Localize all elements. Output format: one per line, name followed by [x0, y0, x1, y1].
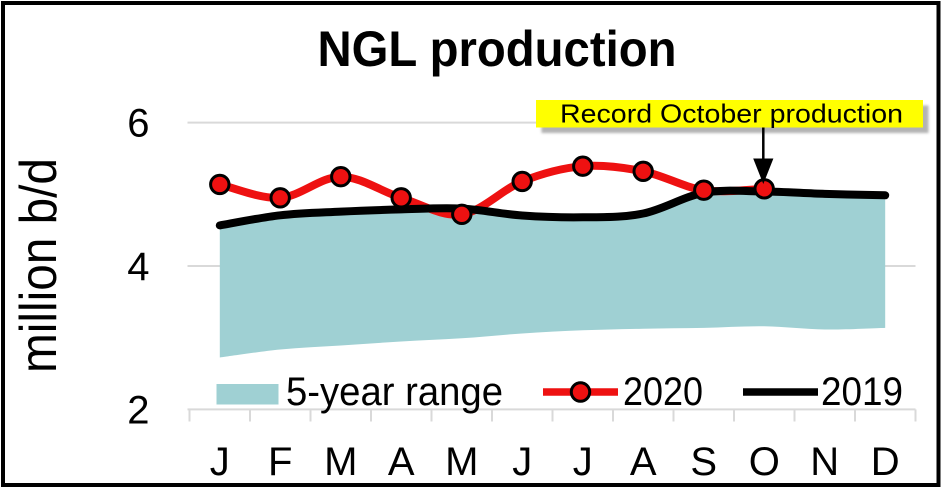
- svg-text:M: M: [324, 440, 357, 484]
- svg-text:million b/d: million b/d: [10, 158, 68, 373]
- svg-text:6: 6: [127, 102, 149, 146]
- svg-text:O: O: [749, 440, 780, 484]
- svg-text:J: J: [573, 440, 593, 484]
- svg-text:2: 2: [127, 388, 149, 432]
- svg-text:4: 4: [127, 245, 149, 289]
- svg-text:5-year range: 5-year range: [286, 370, 503, 414]
- svg-text:F: F: [268, 440, 292, 484]
- svg-text:Record October production: Record October production: [560, 99, 903, 129]
- svg-text:S: S: [690, 440, 717, 484]
- svg-text:2020: 2020: [623, 370, 703, 414]
- svg-text:A: A: [630, 440, 657, 484]
- svg-text:J: J: [210, 440, 230, 484]
- svg-text:A: A: [388, 440, 415, 484]
- svg-text:N: N: [810, 440, 839, 484]
- svg-text:M: M: [445, 440, 478, 484]
- svg-text:NGL production: NGL production: [318, 21, 677, 77]
- svg-text:D: D: [871, 440, 900, 484]
- svg-text:2019: 2019: [821, 370, 903, 414]
- svg-text:J: J: [512, 440, 532, 484]
